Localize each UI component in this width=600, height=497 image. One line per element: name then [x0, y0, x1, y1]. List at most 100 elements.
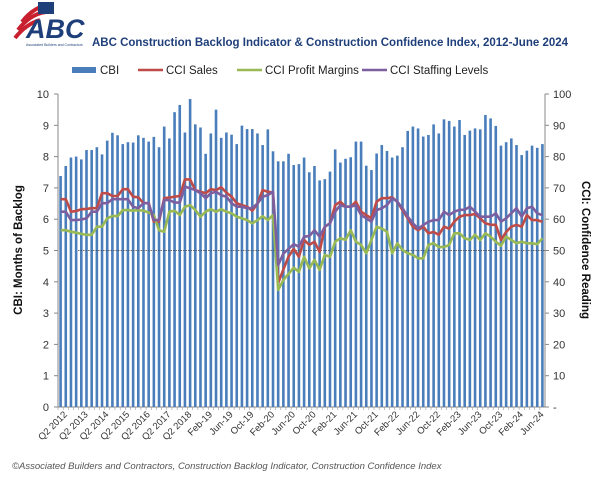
abc-logo: ABC Associated Builders and Contractors: [13, 2, 85, 47]
cbi-bar: [421, 136, 425, 407]
cbi-bar: [406, 130, 410, 407]
left-tick-label: 0: [43, 402, 49, 414]
left-tick-label: 1: [43, 371, 49, 383]
cbi-bar: [256, 133, 259, 408]
cbi-bar: [504, 142, 508, 407]
left-tick-label: 5: [43, 246, 49, 258]
cbi-bar: [105, 140, 109, 407]
right-tick-label: 60: [553, 214, 565, 226]
left-tick-label: 4: [43, 277, 49, 289]
cbi-bar: [401, 147, 404, 407]
right-axis-title: CCI: Confidence Reading: [579, 181, 591, 319]
cbi-bar: [173, 112, 176, 408]
cbi-bar: [447, 120, 451, 407]
right-tick-label: -: [553, 402, 557, 414]
cbi-bar: [282, 161, 285, 407]
cbi-bar: [80, 159, 83, 407]
cbi-bar: [209, 133, 213, 408]
cbi-bar: [240, 125, 244, 407]
cbi-bar: [59, 176, 62, 407]
cbi-bar: [541, 144, 544, 407]
cbi-bar: [530, 145, 534, 407]
cbi-bar: [261, 145, 264, 408]
cbi-bar: [292, 165, 296, 407]
cbi-bar: [344, 158, 347, 407]
legend-item: CCI Profit Margins: [237, 65, 359, 77]
cbi-bar: [271, 151, 275, 407]
cbi-bar: [142, 137, 145, 407]
cbi-bar: [64, 165, 68, 407]
right-tick-label: 80: [553, 152, 565, 164]
cbi-bar: [147, 141, 150, 408]
cbi-bar: [90, 150, 93, 408]
cbi-bar: [478, 129, 482, 407]
cbi-bar: [442, 119, 446, 407]
right-tick-label: 90: [553, 120, 565, 132]
cbi-bar: [510, 138, 513, 408]
left-tick-label: 8: [43, 152, 49, 164]
legend-label: CCI Staffing Levels: [390, 65, 488, 77]
cbi-bar: [313, 165, 316, 407]
left-tick-label: 6: [43, 214, 49, 226]
cbi-bar: [137, 135, 140, 408]
footer-credit: ©Associated Builders and Contractors, Co…: [12, 461, 443, 472]
left-tick-label: 7: [43, 183, 49, 195]
cbi-bar: [199, 127, 202, 407]
cbi-bar: [157, 147, 161, 407]
cbi-bar: [494, 125, 498, 408]
cbi-bar: [297, 164, 301, 407]
cbi-bar: [193, 124, 197, 408]
cbi-bar: [116, 135, 119, 408]
cbi-bar: [126, 142, 130, 407]
cbi-bar: [287, 153, 290, 407]
cbi-bar: [85, 150, 88, 408]
cbi-bar: [318, 180, 321, 407]
cbi-bar: [411, 126, 415, 407]
cbi-bar: [245, 129, 249, 407]
legend-swatch: [72, 67, 96, 73]
cbi-bar: [323, 179, 327, 407]
legend: CBI CCI Sales CCI Profit Margins CCI Staffi…: [72, 65, 488, 77]
cbi-bar: [266, 129, 270, 407]
cbi-bar: [328, 171, 332, 407]
cbi-bar: [219, 137, 223, 407]
right-tick-label: 50: [553, 246, 565, 258]
cbi-bar: [370, 170, 373, 407]
left-tick-label: 2: [43, 339, 49, 351]
cbi-bar: [427, 135, 430, 408]
legend-label: CCI Profit Margins: [265, 65, 359, 77]
cbi-bar: [385, 150, 389, 407]
series-line-cci-staffing-levels: [60, 185, 543, 267]
cbi-bar: [354, 141, 358, 408]
cbi-bar: [250, 129, 254, 407]
cbi-bar: [453, 126, 456, 407]
logo-subtext: Associated Builders and Contractors: [26, 43, 83, 47]
cbi-bar: [499, 145, 503, 407]
left-tick-label: 10: [37, 89, 49, 101]
cbi-bar: [416, 128, 420, 407]
cbi-bar: [364, 165, 368, 407]
cbi-bar: [74, 156, 78, 407]
cbi-bar: [235, 144, 239, 407]
cbi-bar: [302, 157, 306, 407]
cbi-bar: [396, 155, 399, 407]
legend-item: CCI Staffing Levels: [362, 65, 488, 77]
cbi-bar: [131, 142, 135, 407]
cbi-bar: [204, 153, 207, 407]
cbi-bar: [168, 138, 171, 408]
cbi-bar: [520, 155, 523, 407]
cbi-bar: [535, 147, 539, 407]
cbi-bar: [468, 130, 472, 407]
cbi-bar: [375, 153, 378, 407]
cbi-bar: [489, 118, 492, 407]
right-tick-label: 10: [553, 371, 565, 383]
cbi-bar: [515, 145, 518, 408]
chart-title: ABC Construction Backlog Indicator & Con…: [92, 37, 569, 49]
cbi-bar: [307, 172, 311, 407]
logo-text: ABC: [25, 14, 85, 44]
right-tick-label: 30: [553, 308, 565, 320]
cbi-bar: [473, 128, 477, 407]
cbi-bar: [463, 135, 466, 408]
